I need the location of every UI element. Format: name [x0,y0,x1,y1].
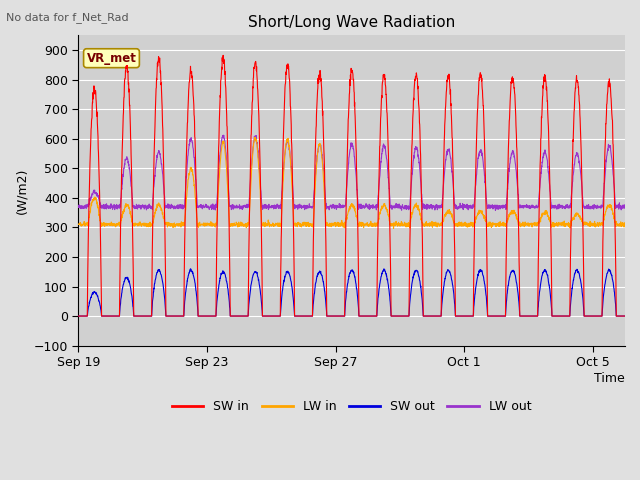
Text: No data for f_Net_Rad: No data for f_Net_Rad [6,12,129,23]
X-axis label: Time: Time [595,372,625,385]
Text: VR_met: VR_met [86,52,136,65]
Y-axis label: (W/m2): (W/m2) [15,168,28,214]
Title: Short/Long Wave Radiation: Short/Long Wave Radiation [248,15,455,30]
Legend: SW in, LW in, SW out, LW out: SW in, LW in, SW out, LW out [167,396,536,418]
